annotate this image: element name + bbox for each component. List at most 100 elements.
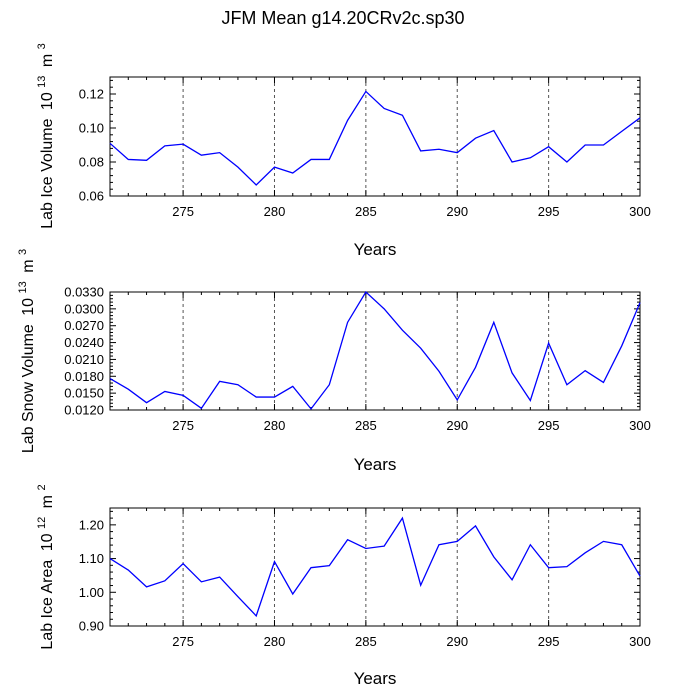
- y-axis-label: Lab Snow Volume 10 13 m 3: [13, 249, 37, 453]
- y-tick-labels: 0.0120 0.0150 0.0180 0.0210 0.0240 0.0270 0.03…: [64, 285, 104, 418]
- data-point: [456, 399, 458, 401]
- y-unit-label-exponent: 3: [17, 249, 29, 255]
- y-axis-label-text: Lab Ice Area: [39, 560, 56, 650]
- y-axis-label: Lab Ice Area 10 12 m 2: [32, 484, 56, 649]
- data-point: [639, 575, 641, 577]
- data-point: [383, 308, 385, 310]
- data-point: [219, 380, 221, 382]
- data-point: [602, 144, 604, 146]
- data-point: [548, 567, 550, 569]
- data-point: [255, 615, 257, 617]
- series-line: [109, 516, 641, 618]
- x-tick-label: 275: [172, 204, 194, 219]
- data-point: [182, 394, 184, 396]
- y-unit-label: m: [39, 495, 56, 508]
- data-point: [182, 143, 184, 145]
- data-point: [127, 158, 129, 160]
- data-point: [109, 378, 111, 380]
- y-tick-labels: 0.06 0.08 0.10 0.12: [79, 87, 104, 204]
- data-point: [328, 158, 330, 160]
- plot-frame: [109, 507, 641, 627]
- y-tick-label: 1.10: [79, 551, 104, 566]
- data-point: [639, 302, 641, 304]
- data-point: [237, 166, 239, 168]
- data-point: [164, 580, 166, 582]
- data-point: [621, 130, 623, 132]
- data-point: [365, 90, 367, 92]
- data-point: [511, 579, 513, 581]
- x-tick-label: 285: [355, 634, 377, 649]
- grid-lines: [182, 292, 550, 410]
- data-point: [365, 547, 367, 549]
- data-point: [602, 381, 604, 383]
- y-tick-label: 0.0300: [64, 301, 104, 316]
- plot-frame: [109, 291, 641, 411]
- data-point: [237, 596, 239, 598]
- data-point: [146, 586, 148, 588]
- y-unit-label: m: [39, 54, 56, 67]
- data-point: [438, 544, 440, 546]
- y-tick-label: 0.10: [79, 121, 104, 136]
- data-point: [401, 517, 403, 519]
- y-axis-label: Lab Ice Volume 10 13 m 3: [32, 43, 56, 229]
- data-point: [493, 130, 495, 132]
- data-point: [438, 148, 440, 150]
- x-tick-labels: 275 280 285 290 295 300: [172, 634, 651, 649]
- x-tick-labels: 275 280 285 290 295 300: [172, 204, 651, 219]
- series-line: [109, 290, 641, 410]
- x-tick-label: 285: [355, 204, 377, 219]
- data-point: [237, 384, 239, 386]
- data-point: [182, 563, 184, 565]
- y-unit-exponent: 13: [36, 76, 48, 88]
- data-point: [584, 370, 586, 372]
- data-point: [219, 576, 221, 578]
- data-point: [200, 154, 202, 156]
- y-tick-label: 0.0180: [64, 369, 104, 384]
- grid-lines: [182, 77, 550, 196]
- data-point: [273, 561, 275, 563]
- data-point: [310, 408, 312, 410]
- data-point: [456, 152, 458, 154]
- data-point: [420, 347, 422, 349]
- data-point: [529, 399, 531, 401]
- data-point: [273, 396, 275, 398]
- data-point: [511, 372, 513, 374]
- data-point: [401, 114, 403, 116]
- data-point: [475, 137, 477, 139]
- x-tick-label: 285: [355, 418, 377, 433]
- data-point: [310, 567, 312, 569]
- data-point: [219, 152, 221, 154]
- y-tick-label: 0.06: [79, 189, 104, 204]
- y-unit-base: 10: [39, 533, 56, 551]
- y-tick-label: 0.0270: [64, 318, 104, 333]
- data-point: [493, 321, 495, 323]
- data-point: [566, 161, 568, 163]
- data-point: [529, 544, 531, 546]
- data-point: [548, 146, 550, 148]
- x-axis-label: Years: [354, 455, 397, 474]
- data-point: [347, 119, 349, 121]
- x-tick-label: 300: [629, 204, 651, 219]
- data-point: [475, 525, 477, 527]
- x-axis-label: Years: [354, 240, 397, 259]
- y-tick-label: 0.0120: [64, 403, 104, 418]
- data-point: [328, 384, 330, 386]
- data-point: [328, 565, 330, 567]
- data-point: [456, 540, 458, 542]
- y-axis-label-text: Lab Snow Volume: [20, 324, 37, 453]
- data-point: [438, 370, 440, 372]
- data-point: [292, 385, 294, 387]
- data-point: [639, 117, 641, 119]
- tick-marks: [109, 508, 641, 627]
- tick-marks: [109, 291, 641, 411]
- data-point: [255, 396, 257, 398]
- data-point: [255, 184, 257, 186]
- y-unit-label: m: [20, 259, 37, 272]
- data-point: [146, 402, 148, 404]
- data-point: [529, 157, 531, 159]
- data-point: [621, 544, 623, 546]
- y-unit-base: 10: [39, 92, 56, 110]
- panel-snow-volume: 0.0120 0.0150 0.0180 0.0210 0.0240 0.0270 0.03…: [13, 249, 651, 474]
- data-point: [511, 161, 513, 163]
